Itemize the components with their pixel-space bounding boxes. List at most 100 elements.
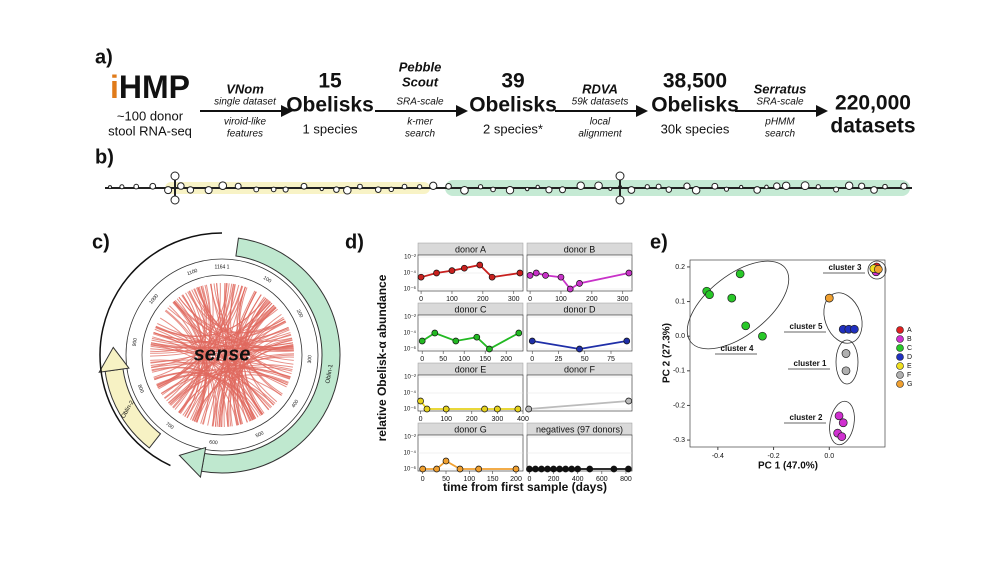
loop	[844, 181, 854, 190]
text: 200	[548, 476, 560, 483]
text: 10⁻²	[404, 435, 416, 441]
loop	[234, 182, 242, 190]
chord	[150, 344, 252, 422]
loop	[270, 186, 277, 193]
point	[526, 272, 534, 279]
point	[625, 397, 633, 405]
text: 59k datasets	[572, 97, 629, 108]
hairpin	[615, 171, 625, 181]
chord	[172, 302, 206, 423]
loop	[505, 186, 515, 195]
point	[758, 331, 767, 341]
text: donor F	[564, 364, 596, 374]
loop	[218, 181, 228, 191]
text: cluster 4	[721, 344, 754, 353]
point	[433, 269, 440, 277]
legend-swatch	[896, 353, 904, 361]
point	[532, 269, 540, 277]
text: 0	[421, 476, 425, 483]
loop	[319, 186, 324, 192]
loop	[535, 184, 540, 190]
text: 25	[555, 356, 563, 363]
point	[824, 293, 834, 303]
text: 50	[439, 356, 447, 363]
loop	[900, 182, 908, 190]
loop	[119, 184, 125, 190]
text: 0.0	[675, 333, 685, 340]
text: 200	[510, 476, 522, 483]
point	[576, 345, 583, 353]
loop	[764, 184, 769, 190]
chord	[216, 283, 242, 425]
text: donor D	[563, 304, 596, 314]
point	[705, 290, 714, 299]
text: 0	[420, 356, 424, 363]
text: Obelisks	[651, 94, 739, 117]
text: SRA-scale	[396, 97, 444, 108]
text: k-mer	[407, 117, 433, 128]
text: 10⁻⁴	[404, 270, 417, 277]
loop	[177, 182, 185, 190]
loop	[753, 186, 761, 194]
point	[516, 269, 524, 277]
text: -0.1	[673, 368, 685, 375]
outer-ring	[125, 258, 319, 452]
text: 100	[463, 476, 475, 483]
loop	[882, 183, 888, 190]
text: SRA-scale	[756, 97, 804, 108]
point	[556, 465, 563, 473]
text: cluster 5	[790, 322, 823, 331]
loop	[711, 182, 719, 190]
text: -0.4	[712, 453, 724, 460]
text: 30k species	[661, 121, 730, 136]
point	[448, 267, 456, 274]
point	[574, 465, 582, 473]
loop	[594, 181, 603, 191]
point	[735, 269, 745, 279]
text: 10⁻²	[404, 255, 416, 261]
text: 100	[262, 275, 272, 285]
point	[525, 405, 533, 413]
text: donor C	[454, 304, 487, 314]
text: 10⁻⁴	[404, 390, 417, 397]
text: 0	[528, 296, 532, 303]
point	[623, 337, 631, 345]
text: 200	[500, 356, 512, 363]
loop	[691, 185, 701, 195]
arrow-head	[456, 105, 468, 117]
loop	[417, 184, 423, 190]
chord	[239, 287, 282, 396]
point	[486, 345, 493, 353]
point	[557, 273, 565, 281]
text: viroid-like	[224, 117, 267, 128]
text: 10⁻⁶	[404, 286, 417, 293]
text: 15	[318, 70, 342, 93]
point	[442, 405, 450, 413]
loop	[545, 186, 553, 194]
text: 220,000	[835, 92, 911, 115]
text: donor G	[454, 424, 487, 434]
text: 1100	[186, 268, 198, 277]
loop	[627, 186, 636, 194]
chord	[159, 317, 215, 427]
cluster-outline	[686, 260, 790, 350]
loop	[815, 184, 821, 190]
legend-swatch	[896, 344, 904, 352]
text: 400	[291, 399, 301, 409]
text: 150	[487, 476, 499, 483]
point	[528, 337, 536, 345]
text: E	[907, 363, 912, 370]
legend-swatch	[896, 335, 904, 343]
loop	[388, 186, 394, 193]
chord	[191, 284, 212, 421]
loop	[833, 186, 840, 193]
loop	[401, 183, 408, 190]
point	[850, 324, 859, 334]
text: 10⁻⁶	[404, 346, 417, 353]
chord	[150, 304, 275, 354]
point	[562, 465, 569, 473]
loop	[460, 185, 469, 195]
text: 600	[596, 476, 608, 483]
legend-swatch	[896, 380, 904, 388]
